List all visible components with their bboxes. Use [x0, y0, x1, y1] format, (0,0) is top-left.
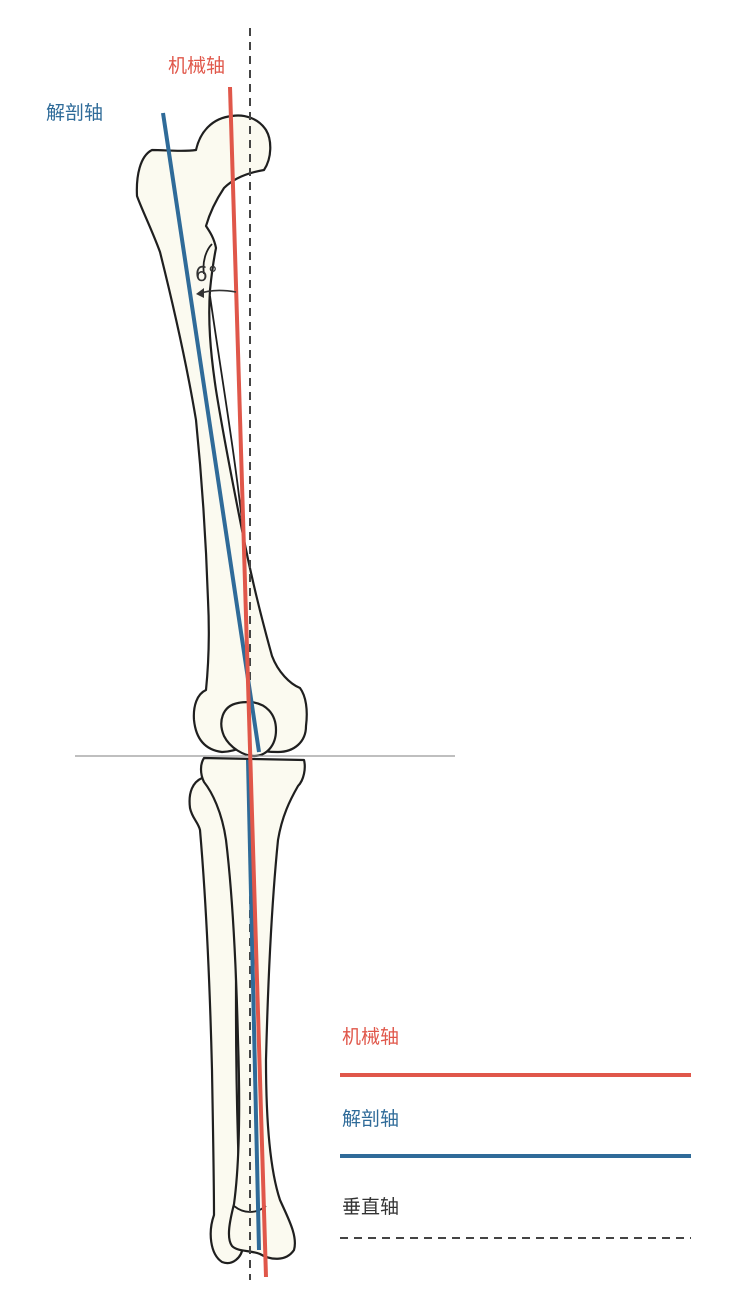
bones — [135, 114, 308, 1265]
legend-vertical-label: 垂直轴 — [342, 1196, 399, 1218]
femur — [135, 114, 308, 754]
femur-shaft-inner-line — [209, 295, 245, 541]
legend-mechanical-label: 机械轴 — [342, 1026, 399, 1048]
anatomical-axis-tibia-line — [246, 759, 261, 1251]
anatomical-axis-femur-line — [161, 112, 261, 753]
angle-label: 6° — [195, 262, 218, 286]
legend: 机械轴 解剖轴 垂直轴 — [340, 1026, 691, 1239]
lesser-trochanter-line — [202, 243, 213, 275]
angle-arrowhead — [196, 288, 204, 298]
anatomical-axis-top-label: 解剖轴 — [46, 102, 103, 124]
mechanical-axis-line — [228, 86, 268, 1278]
legend-anatomical-label: 解剖轴 — [342, 1108, 399, 1130]
mechanical-axis-top-label: 机械轴 — [168, 55, 225, 77]
